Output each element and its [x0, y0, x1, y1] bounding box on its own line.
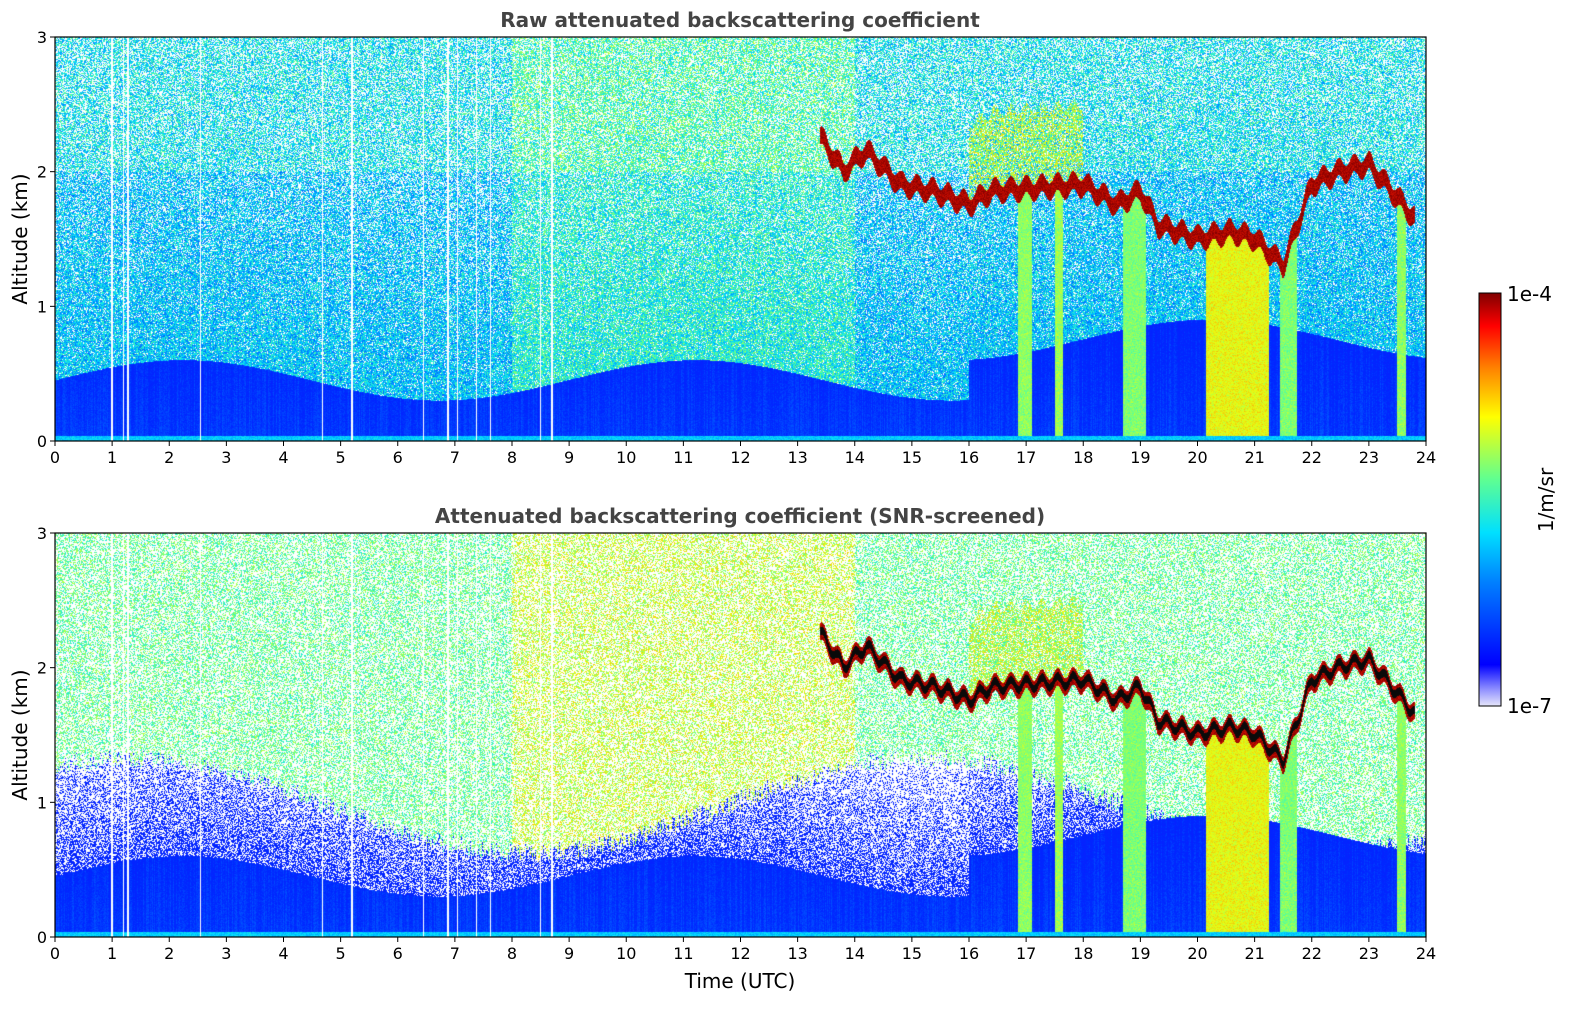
panel-screened-title: Attenuated backscattering coefficient (S… [435, 504, 1045, 528]
x-tick-label: 21 [1244, 944, 1264, 963]
x-tick-label: 11 [673, 448, 693, 467]
x-tick-label: 14 [845, 448, 865, 467]
panel-screened-ylabel: Altitude (km) [8, 669, 32, 800]
x-tick-label: 12 [730, 944, 750, 963]
y-tick-label: 2 [37, 659, 47, 678]
x-tick-label: 18 [1073, 448, 1093, 467]
panel-raw-y-ticks: 0 1 2 3 [37, 28, 55, 451]
x-tick-label: 10 [616, 448, 636, 467]
x-tick-label: 2 [164, 448, 174, 467]
x-tick-label: 24 [1416, 448, 1436, 467]
x-tick-label: 10 [616, 944, 636, 963]
x-tick-label: 23 [1359, 448, 1379, 467]
x-tick-label: 6 [393, 448, 403, 467]
x-tick-label: 24 [1416, 944, 1436, 963]
x-tick-label: 8 [507, 448, 517, 467]
x-tick-label: 9 [564, 448, 574, 467]
x-tick-label: 1 [107, 448, 117, 467]
y-tick-label: 1 [37, 793, 47, 812]
colorbar-min-label: 1e-7 [1507, 694, 1552, 718]
x-tick-label: 4 [278, 448, 288, 467]
x-tick-label: 4 [278, 944, 288, 963]
panel-raw-ylabel: Altitude (km) [8, 173, 32, 304]
panel-screened: Attenuated backscattering coefficient (S… [8, 504, 1436, 993]
panel-screened-y-ticks: 0 1 2 3 [37, 524, 55, 947]
x-tick-label: 2 [164, 944, 174, 963]
panel-screened-x-ticks: 0 1 2 3 4 5 6 7 8 9 10 11 12 13 14 15 16 17 18 19 20 21 22 23 24 [50, 937, 1436, 963]
x-tick-label: 12 [730, 448, 750, 467]
x-tick-label: 8 [507, 944, 517, 963]
x-tick-label: 17 [1016, 448, 1036, 467]
x-tick-label: 14 [845, 944, 865, 963]
x-tick-label: 11 [673, 944, 693, 963]
x-tick-label: 7 [450, 944, 460, 963]
colorbar: 1e-4 1e-7 1/m/sr [1478, 282, 1558, 718]
y-tick-label: 0 [37, 928, 47, 947]
x-tick-label: 20 [1187, 944, 1207, 963]
panel-screened-xlabel: Time (UTC) [684, 969, 796, 993]
x-tick-label: 22 [1302, 944, 1322, 963]
y-tick-label: 3 [37, 28, 47, 47]
x-tick-label: 19 [1130, 944, 1150, 963]
x-tick-label: 1 [107, 944, 117, 963]
x-tick-label: 9 [564, 944, 574, 963]
x-tick-label: 3 [221, 944, 231, 963]
x-tick-label: 16 [959, 944, 979, 963]
colorbar-gradient [1478, 292, 1502, 707]
x-tick-label: 13 [787, 944, 807, 963]
x-tick-label: 7 [450, 448, 460, 467]
x-tick-label: 13 [787, 448, 807, 467]
x-tick-label: 0 [50, 944, 60, 963]
panel-screened-heatmap [55, 533, 1426, 937]
x-tick-label: 5 [336, 944, 346, 963]
colorbar-label: 1/m/sr [1534, 467, 1558, 532]
panel-raw-title: Raw attenuated backscattering coefficien… [500, 8, 980, 32]
x-tick-label: 21 [1244, 448, 1264, 467]
x-tick-label: 23 [1359, 944, 1379, 963]
x-tick-label: 19 [1130, 448, 1150, 467]
panel-raw-x-ticks: 0 1 2 3 4 5 6 7 8 9 10 11 12 13 14 15 16 17 18 19 20 21 22 23 24 [50, 441, 1436, 467]
x-tick-label: 18 [1073, 944, 1093, 963]
colorbar-max-label: 1e-4 [1507, 282, 1552, 306]
x-tick-label: 20 [1187, 448, 1207, 467]
y-tick-label: 0 [37, 432, 47, 451]
y-tick-label: 3 [37, 524, 47, 543]
x-tick-label: 3 [221, 448, 231, 467]
x-tick-label: 22 [1302, 448, 1322, 467]
panel-raw: Raw attenuated backscattering coefficien… [8, 8, 1436, 467]
x-tick-label: 5 [336, 448, 346, 467]
x-tick-label: 16 [959, 448, 979, 467]
panel-raw-heatmap [55, 37, 1426, 441]
x-tick-label: 17 [1016, 944, 1036, 963]
x-tick-label: 15 [902, 944, 922, 963]
y-tick-label: 2 [37, 163, 47, 182]
y-tick-label: 1 [37, 297, 47, 316]
x-tick-label: 15 [902, 448, 922, 467]
x-tick-label: 0 [50, 448, 60, 467]
x-tick-label: 6 [393, 944, 403, 963]
